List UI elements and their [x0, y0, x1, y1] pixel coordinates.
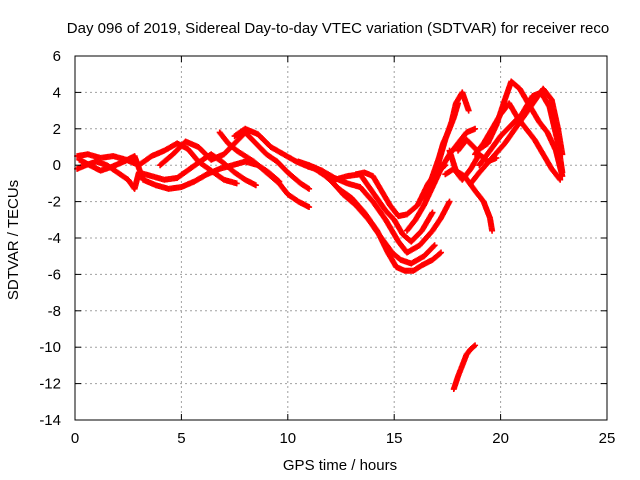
x-tick-label: 20	[492, 430, 509, 447]
y-tick-label: -10	[39, 339, 61, 356]
x-tick-label: 25	[599, 430, 616, 447]
data-point	[306, 204, 313, 211]
y-tick-label: -2	[48, 194, 61, 211]
data-point	[438, 249, 445, 256]
y-tick-label: -14	[39, 412, 61, 429]
y-tick-label: -12	[39, 376, 61, 393]
data-point	[472, 342, 479, 349]
x-tick-label: 0	[71, 430, 79, 447]
chart-title: Day 096 of 2019, Sidereal Day-to-day VTE…	[67, 20, 609, 37]
y-axis-label: SDTVAR / TECUs	[5, 180, 22, 300]
data-points	[74, 78, 566, 393]
data-point	[556, 175, 563, 182]
data-point	[559, 169, 566, 176]
y-tick-label: -6	[48, 266, 61, 283]
y-tick-label: -4	[48, 230, 61, 247]
data-point	[306, 185, 313, 192]
y-tick-label: 6	[53, 48, 61, 65]
y-tick-label: -8	[48, 303, 61, 320]
data-point	[472, 125, 479, 132]
data-point	[431, 242, 438, 249]
data-point	[252, 182, 259, 189]
y-tick-label: 0	[53, 157, 61, 174]
data-point	[489, 227, 496, 234]
x-axis-label: GPS time / hours	[283, 457, 397, 474]
data-point	[557, 176, 564, 183]
x-tick-label: 10	[279, 430, 296, 447]
data-point	[446, 198, 453, 205]
axis-ticks: 0 5 10 15 20 25 -14 -12 -10 -8 -6 -4 -2 0 2 4 6	[39, 48, 615, 447]
x-tick-label: 15	[386, 430, 403, 447]
data-point	[436, 250, 443, 257]
data-point	[465, 107, 472, 114]
y-tick-label: 2	[53, 121, 61, 138]
x-tick-label: 5	[177, 430, 185, 447]
data-point	[471, 343, 477, 350]
data-point	[493, 154, 500, 161]
data-point	[430, 243, 437, 250]
y-tick-label: 4	[53, 84, 61, 101]
data-point	[233, 180, 240, 187]
data-point	[429, 209, 436, 216]
